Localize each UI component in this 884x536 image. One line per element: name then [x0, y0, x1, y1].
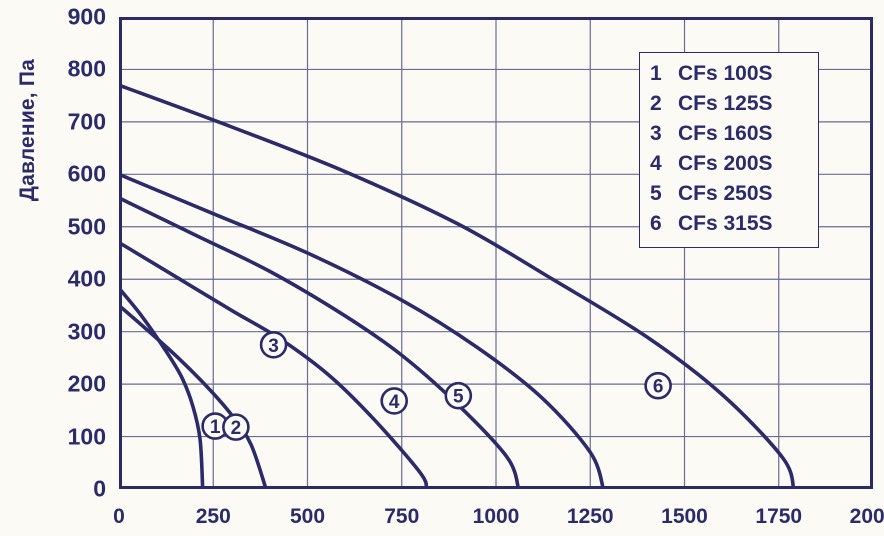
legend-item-label: CFs 200S: [678, 152, 773, 175]
curve-3: [119, 240, 429, 489]
marker-number: 6: [653, 377, 664, 398]
marker-circle: [644, 371, 672, 400]
legend-item-label: CFs 100S: [678, 62, 773, 85]
curve-marker-5: 5: [444, 381, 473, 410]
legend-box: 1 CFs 100S 2 CFs 125S 3 CFs 160S 4 CFs 200S 5 CFs…: [639, 52, 819, 248]
curve-marker-2: 2: [222, 413, 250, 441]
marker-circle: [222, 413, 250, 441]
y-axis-tick-labels: 0 100 200 300 400 500 600 700 800 900: [56, 0, 106, 536]
y-tick-label: 900: [67, 3, 106, 30]
curve-1: [119, 286, 205, 489]
legend-item: 6 CFs 315S: [650, 209, 808, 239]
legend-item-number: 4: [650, 152, 662, 175]
axis-frame: [119, 17, 873, 489]
legend-item: 3 CFs 160S: [650, 119, 808, 149]
marker-number: 4: [389, 392, 400, 413]
y-tick-label: 100: [67, 423, 106, 450]
legend-item-label: CFs 160S: [678, 122, 773, 145]
y-tick-label: 600: [67, 160, 106, 187]
y-tick-label: 200: [67, 370, 106, 397]
curve-6: [119, 83, 796, 489]
legend-item-number: 2: [650, 92, 662, 115]
legend-item-label: CFs 125S: [678, 92, 773, 115]
x-tick-label: 1500: [661, 505, 708, 528]
x-tick-label: 750: [384, 505, 420, 528]
curve-4: [119, 196, 521, 489]
legend-item: 4 CFs 200S: [650, 149, 808, 179]
marker-number: 1: [210, 417, 221, 438]
x-tick-label: 1750: [755, 505, 803, 528]
y-tick-label: 500: [67, 213, 106, 240]
legend-item: 1 CFs 100S: [650, 59, 808, 89]
y-axis-title: Давление, Па: [16, 58, 39, 202]
x-tick-label: 2000: [849, 505, 884, 528]
x-tick-label: 1000: [472, 505, 520, 528]
legend-item-label: CFs 250S: [678, 182, 773, 205]
x-tick-label: 500: [289, 505, 326, 528]
y-tick-label: 0: [93, 475, 106, 502]
marker-circle: [444, 381, 473, 410]
curve-2: [119, 303, 268, 489]
x-tick-label: 1250: [566, 505, 614, 528]
marker-number: 2: [231, 418, 242, 439]
y-tick-label: 800: [67, 55, 106, 82]
legend-item-number: 3: [650, 122, 662, 145]
marker-circle: [380, 387, 409, 415]
marker-number: 3: [268, 336, 279, 357]
curve-5: [119, 172, 606, 489]
legend-item-number: 5: [650, 182, 662, 205]
y-tick-label: 400: [67, 265, 106, 292]
marker-number: 5: [453, 387, 464, 408]
marker-circle: [259, 330, 288, 359]
legend-item-number: 1: [650, 62, 662, 85]
legend-item-number: 6: [650, 212, 662, 235]
y-tick-label: 300: [67, 318, 106, 345]
legend-item: 2 CFs 125S: [650, 89, 808, 119]
y-tick-label: 700: [67, 108, 106, 135]
curve-marker-6: 6: [644, 371, 672, 400]
x-tick-label: 250: [195, 505, 231, 528]
curve-marker-3: 3: [259, 330, 288, 359]
legend-item-label: CFs 315S: [678, 212, 773, 235]
curve-marker-4: 4: [380, 387, 409, 415]
legend-item: 5 CFs 250S: [650, 179, 808, 209]
legend-rows: 1 CFs 100S 2 CFs 125S 3 CFs 160S 4 CFs 200S 5 CFs…: [650, 59, 808, 239]
x-tick-label: 0: [113, 505, 125, 528]
